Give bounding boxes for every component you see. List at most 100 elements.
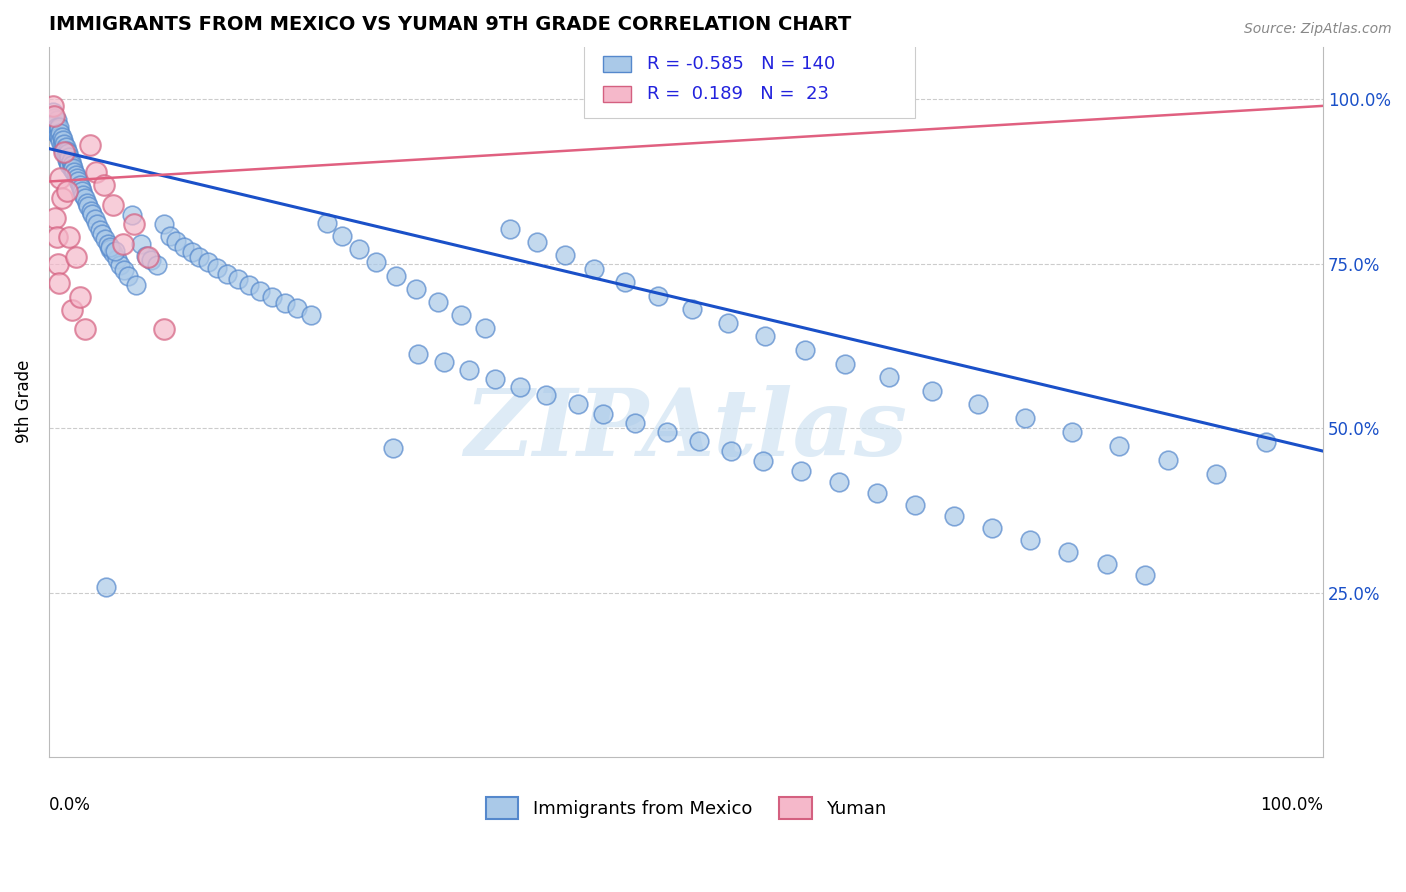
Point [249, 284, 271, 298]
Point [53, 145, 76, 159]
Point [301, 308, 323, 322]
Point [46, 121, 69, 136]
Point [44, 125, 66, 139]
Point [96, 580, 118, 594]
Text: ZIPAtlas: ZIPAtlas [464, 385, 908, 475]
Point [53, 136, 76, 151]
Point [347, 242, 370, 256]
Point [1205, 467, 1227, 482]
Point [681, 302, 703, 317]
Point [56, 154, 79, 169]
Point [52, 133, 75, 147]
Point [1157, 452, 1180, 467]
Point [499, 222, 522, 236]
Point [63, 164, 86, 178]
Point [44, 211, 66, 225]
Point [717, 316, 740, 330]
Point [110, 258, 132, 272]
Point [138, 250, 160, 264]
Point [55, 148, 77, 162]
Point [111, 237, 134, 252]
Point [966, 397, 988, 411]
Point [73, 322, 96, 336]
Point [105, 252, 128, 266]
Point [1019, 533, 1042, 547]
Point [46, 128, 69, 143]
Point [93, 178, 115, 192]
Point [48, 130, 70, 145]
Point [273, 295, 295, 310]
Point [73, 191, 96, 205]
Point [1254, 434, 1277, 449]
Point [56, 146, 79, 161]
Text: 0.0%: 0.0% [49, 797, 91, 814]
Point [1108, 439, 1130, 453]
Point [1014, 411, 1036, 425]
Point [583, 262, 606, 277]
Point [112, 263, 135, 277]
Point [58, 158, 80, 172]
Point [942, 509, 965, 524]
Point [382, 441, 405, 455]
Point [45, 120, 67, 134]
Point [60, 302, 83, 317]
Point [65, 168, 87, 182]
Point [48, 277, 70, 291]
Text: Source: ZipAtlas.com: Source: ZipAtlas.com [1244, 22, 1392, 37]
Point [754, 329, 776, 343]
Point [76, 196, 98, 211]
Point [474, 321, 496, 335]
Point [42, 113, 65, 128]
Point [330, 229, 353, 244]
Legend: Immigrants from Mexico, Yuman: Immigrants from Mexico, Yuman [478, 789, 894, 826]
Point [139, 253, 162, 268]
Point [72, 187, 94, 202]
Point [405, 282, 427, 296]
Point [79, 138, 101, 153]
Point [217, 267, 239, 281]
Point [567, 397, 589, 411]
Point [94, 232, 117, 246]
Point [49, 127, 72, 141]
Point [146, 258, 169, 272]
Point [91, 227, 114, 241]
Point [751, 454, 773, 468]
Point [59, 154, 82, 169]
Point [1133, 568, 1156, 582]
Point [55, 139, 77, 153]
Point [42, 111, 65, 125]
Point [828, 475, 851, 489]
Point [129, 237, 152, 252]
Point [366, 255, 388, 269]
Point [534, 388, 557, 402]
Y-axis label: 9th Grade: 9th Grade [15, 360, 32, 443]
Point [49, 171, 72, 186]
Point [45, 230, 67, 244]
Point [62, 161, 84, 175]
Text: R =  0.189   N =  23: R = 0.189 N = 23 [647, 86, 828, 103]
Point [45, 113, 67, 128]
Point [52, 142, 75, 156]
Point [58, 230, 80, 244]
Point [42, 119, 65, 133]
Point [98, 239, 121, 253]
Point [197, 255, 219, 269]
Point [77, 199, 100, 213]
Point [69, 181, 91, 195]
Point [509, 380, 531, 394]
Point [526, 235, 548, 249]
Point [260, 289, 283, 303]
Point [56, 185, 79, 199]
Point [226, 272, 249, 286]
Point [458, 363, 481, 377]
Point [60, 158, 83, 172]
Point [647, 289, 669, 303]
Point [173, 239, 195, 253]
Point [384, 268, 406, 283]
Point [180, 244, 202, 259]
Point [790, 464, 813, 478]
Point [70, 185, 93, 199]
Point [433, 355, 456, 369]
Point [46, 257, 69, 271]
Point [135, 249, 157, 263]
